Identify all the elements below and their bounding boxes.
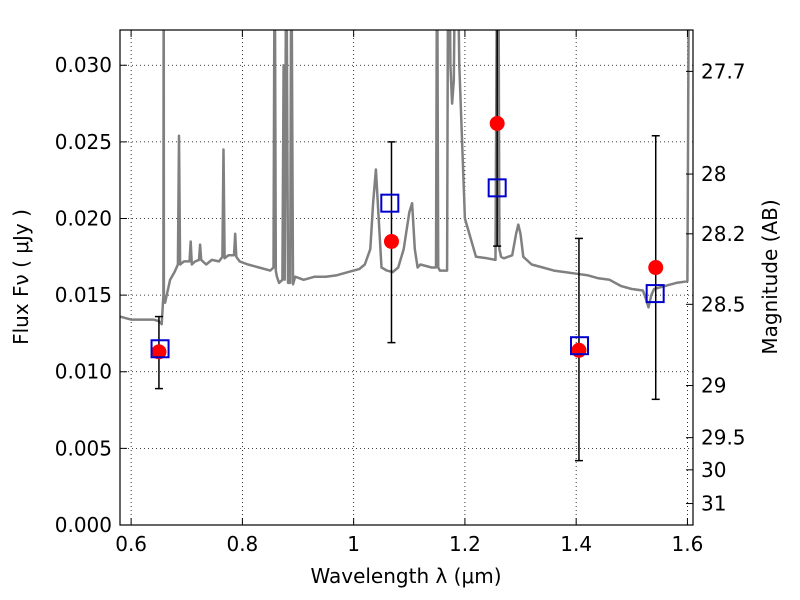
y-tick-label: 0.030 bbox=[55, 53, 112, 77]
model-point bbox=[570, 336, 590, 356]
y-tick-label: 0.000 bbox=[55, 513, 112, 537]
right-tick-label: 28 bbox=[701, 162, 726, 186]
right-tick-label: 27.7 bbox=[701, 59, 746, 83]
grid bbox=[120, 30, 693, 525]
spectrum-layer bbox=[120, 30, 690, 326]
right-tick-label: 31 bbox=[701, 492, 726, 516]
model-point bbox=[380, 193, 400, 213]
marker-layer bbox=[150, 115, 665, 360]
y-tick-label: 0.010 bbox=[55, 360, 112, 384]
y-axis-label: Flux Fν ( μJy ) bbox=[9, 209, 33, 345]
plot-frame bbox=[119, 29, 694, 526]
model-point bbox=[645, 284, 665, 304]
y-axis-right-label: Magnitude (AB) bbox=[758, 199, 782, 354]
observed-point bbox=[489, 115, 505, 131]
model-point bbox=[487, 178, 507, 198]
x-tick-label: 1 bbox=[347, 532, 360, 556]
y-tick-label: 0.015 bbox=[55, 283, 112, 307]
right-tick-label: 30 bbox=[701, 458, 726, 482]
right-tick-label: 29 bbox=[701, 374, 726, 398]
spectrum-line bbox=[120, 30, 690, 326]
tick-layer: 0.6 0.8 1 1.2 1.4 1.6 0.000 0.005 0.010 0.015 0.02… bbox=[55, 30, 746, 556]
x-axis-label: Wavelength λ (μm) bbox=[310, 564, 501, 588]
y-tick-label: 0.005 bbox=[55, 436, 112, 460]
observed-point bbox=[151, 344, 167, 360]
right-tick-label: 29.5 bbox=[701, 426, 746, 450]
y-tick-label: 0.025 bbox=[55, 130, 112, 154]
x-tick-label: 1.2 bbox=[449, 532, 481, 556]
right-tick-label: 28.2 bbox=[701, 222, 746, 246]
right-tick-label: 28.5 bbox=[701, 292, 746, 316]
x-tick-label: 0.8 bbox=[226, 532, 258, 556]
x-tick-label: 1.4 bbox=[560, 532, 592, 556]
x-tick-label: 1.6 bbox=[672, 532, 704, 556]
observed-point bbox=[383, 233, 399, 249]
model-point bbox=[150, 339, 170, 359]
observed-point bbox=[648, 260, 664, 276]
x-tick-label: 0.6 bbox=[115, 532, 147, 556]
y-tick-label: 0.020 bbox=[55, 206, 112, 230]
observed-point bbox=[571, 342, 587, 358]
